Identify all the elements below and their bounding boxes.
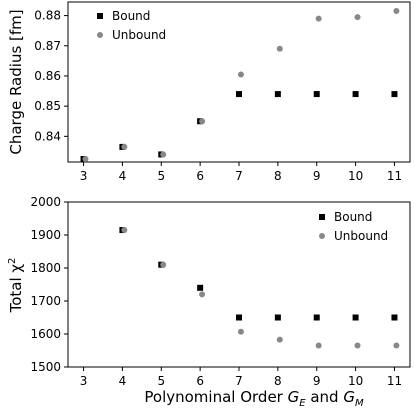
bound-point bbox=[352, 91, 359, 98]
bound-point bbox=[236, 314, 242, 321]
x-tick-label: 11 bbox=[387, 374, 402, 388]
y-tick-label: 1500 bbox=[30, 360, 61, 374]
unbound-point bbox=[160, 151, 167, 158]
chi2-legend: Bound Unbound bbox=[319, 210, 388, 243]
x-tick-label: 4 bbox=[119, 374, 127, 388]
radius-panel: 3 4 5 6 7 8 9 10 11 0.84 0.85 0.86 0.87 0.88 Bound Unb… bbox=[7, 1, 411, 183]
radius-plot-frame bbox=[67, 1, 411, 163]
y-tick-label: 0.87 bbox=[34, 39, 61, 53]
unbound-point bbox=[160, 261, 167, 268]
x-tick-label: 3 bbox=[80, 169, 88, 183]
legend-bound-marker bbox=[319, 214, 325, 220]
legend-label: Unbound bbox=[112, 28, 166, 42]
x-tick-label: 6 bbox=[196, 169, 204, 183]
y-tick-label: 0.86 bbox=[34, 69, 61, 83]
chi2-panel: 3 4 5 6 7 8 9 10 11 1500 1600 1700 1800 1900 2000 Boun… bbox=[7, 195, 411, 409]
chi2-axis-ticks: 3 4 5 6 7 8 9 10 11 1500 1600 1700 1800 1900 2000 bbox=[30, 195, 402, 388]
y-tick-label: 2000 bbox=[30, 195, 61, 209]
x-tick-label: 11 bbox=[387, 169, 402, 183]
radius-data-points bbox=[80, 8, 400, 162]
unbound-point bbox=[276, 45, 283, 52]
legend-label: Bound bbox=[334, 210, 372, 224]
legend-label: Bound bbox=[112, 9, 150, 23]
x-tick-label: 3 bbox=[80, 374, 88, 388]
y-tick-label: 1700 bbox=[30, 294, 61, 308]
chi2-x-axis-label: Polynominal Order GE and GM bbox=[144, 388, 364, 409]
chi2-plot-frame bbox=[67, 201, 411, 368]
y-tick-label: 1800 bbox=[30, 261, 61, 275]
x-label-ge: G bbox=[288, 388, 300, 406]
unbound-point bbox=[82, 155, 89, 162]
radius-y-axis-label: Charge Radius [fm] bbox=[7, 9, 25, 154]
x-label-gm: G bbox=[343, 388, 355, 406]
unbound-point bbox=[199, 118, 206, 125]
bound-point bbox=[313, 91, 320, 98]
x-label-gm-sub: M bbox=[355, 398, 364, 409]
unbound-point bbox=[354, 342, 361, 349]
x-tick-label: 4 bbox=[119, 169, 127, 183]
x-tick-label: 6 bbox=[196, 374, 204, 388]
x-tick-label: 9 bbox=[313, 374, 321, 388]
x-tick-label: 5 bbox=[157, 374, 165, 388]
x-tick-label: 7 bbox=[235, 374, 243, 388]
chi2-y-axis-label-text: Total χ bbox=[7, 264, 25, 314]
unbound-point bbox=[199, 291, 206, 298]
bound-point bbox=[197, 284, 204, 291]
unbound-point bbox=[315, 15, 322, 22]
y-tick-label: 0.84 bbox=[34, 129, 61, 143]
bound-point bbox=[236, 91, 242, 98]
bound-point bbox=[391, 314, 398, 321]
unbound-point bbox=[237, 71, 244, 78]
radius-axis-ticks: 3 4 5 6 7 8 9 10 11 0.84 0.85 0.86 0.87 0.88 bbox=[34, 9, 402, 183]
unbound-point bbox=[121, 143, 128, 150]
radius-legend: Bound Unbound bbox=[97, 9, 166, 42]
y-tick-label: 1900 bbox=[30, 228, 61, 242]
x-label-and: and bbox=[306, 388, 344, 406]
chi2-y-axis-label: Total χ2 bbox=[7, 258, 25, 314]
chi2-data-points bbox=[119, 227, 400, 349]
unbound-point bbox=[315, 342, 322, 349]
x-tick-label: 5 bbox=[157, 169, 165, 183]
x-tick-label: 9 bbox=[313, 169, 321, 183]
y-tick-label: 0.85 bbox=[34, 99, 61, 113]
y-tick-label: 1600 bbox=[30, 327, 61, 341]
y-tick-label: 0.88 bbox=[34, 9, 61, 23]
x-tick-label: 10 bbox=[348, 169, 363, 183]
unbound-point bbox=[276, 336, 283, 343]
x-label-prefix: Polynominal Order bbox=[144, 388, 287, 406]
x-tick-label: 8 bbox=[274, 169, 282, 183]
legend-unbound-marker bbox=[319, 233, 325, 239]
legend-unbound-marker bbox=[97, 32, 103, 38]
x-tick-label: 7 bbox=[235, 169, 243, 183]
x-label-ge-sub: E bbox=[299, 398, 306, 409]
chi2-y-axis-label-sup: 2 bbox=[7, 258, 18, 264]
x-tick-label: 8 bbox=[274, 374, 282, 388]
unbound-point bbox=[237, 328, 244, 335]
bound-point bbox=[391, 91, 398, 98]
bound-point bbox=[274, 314, 281, 321]
bound-point bbox=[352, 314, 359, 321]
x-tick-label: 10 bbox=[348, 374, 363, 388]
unbound-point bbox=[393, 342, 400, 349]
unbound-point bbox=[354, 14, 361, 21]
legend-label: Unbound bbox=[334, 229, 388, 243]
unbound-point bbox=[121, 227, 128, 234]
bound-point bbox=[274, 91, 281, 98]
bound-point bbox=[313, 314, 320, 321]
unbound-point bbox=[393, 8, 400, 15]
legend-bound-marker bbox=[97, 13, 103, 19]
